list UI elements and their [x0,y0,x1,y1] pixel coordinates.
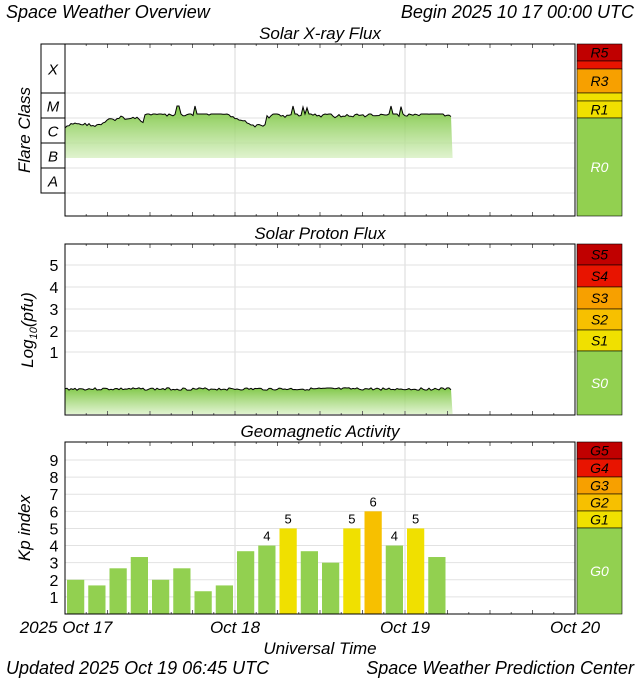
scale-label: S2 [591,312,608,328]
scale-cell [576,92,623,102]
kp-bar [343,528,361,614]
scale-cell [576,117,623,217]
proton-flux-line [64,387,452,391]
scale-cell [576,68,623,94]
kp-bar [215,585,233,614]
plot-frame [64,243,576,416]
scale-label: R0 [591,159,609,175]
kp-ytick: 1 [50,590,59,607]
org-name: Space Weather Prediction Center [366,658,634,678]
scale-label: G0 [590,563,609,579]
kp-bar [364,511,382,614]
xray-flux-line [64,105,452,129]
kp-ytick: 2 [50,573,59,590]
scale-cell [576,350,623,416]
kp-ytick: 3 [50,556,59,573]
xray-ylabel: Flare Class [15,87,34,173]
x-axis-label: Universal Time [263,639,376,658]
kp-bar [194,591,212,614]
scale-label: G5 [590,443,609,459]
kp-bar [258,545,276,614]
kp-bar [300,551,318,614]
proton-ytick: 3 [50,302,59,319]
plot-frame [64,441,576,615]
scale-label: S5 [591,247,608,263]
flare-class-label: C [48,124,59,141]
scale-cell [576,60,623,70]
x-tick-label: 2025 Oct 17 [19,618,113,637]
scale-cell [576,527,623,615]
scale-label: S4 [591,268,608,284]
kp-bar [130,557,148,614]
kp-bar [88,585,106,614]
kp-bar [428,557,446,614]
flare-class-label: B [48,149,58,166]
kp-bar-label: 4 [391,529,398,544]
xray-flux-band [65,106,453,158]
x-tick-label: Oct 18 [210,618,261,637]
kp-bar [67,579,85,614]
kp-bar-label: 6 [370,494,377,509]
kp-ytick: 7 [50,487,59,504]
scale-label: S3 [591,290,608,306]
proton-ytick: 4 [50,280,59,297]
flare-class-box [40,117,66,144]
kp-bar-label: 4 [263,529,270,544]
x-tick-label: Oct 20 [550,618,601,637]
kp-bar-label: 5 [285,511,292,526]
kp-bar [322,562,340,614]
scale-label: S1 [591,333,608,349]
flare-class-label: M [47,99,60,116]
scale-label: R3 [591,73,609,89]
xray-panel-title: Solar X-ray Flux [259,24,381,43]
proton-ytick: 1 [50,345,59,362]
proton-panel-title: Solar Proton Flux [254,224,386,243]
scale-label: G3 [590,478,609,494]
kp-bar [109,568,127,614]
kp-ytick: 4 [50,539,59,556]
kp-bar [173,568,191,614]
begin-timestamp: Begin 2025 10 17 00:00 UTC [400,2,634,22]
kp-ytick: 8 [50,470,59,487]
kp-bar-label: 5 [412,511,419,526]
updated-timestamp: Updated 2025 Oct 19 06:45 UTC [6,658,270,678]
kp-bar [237,551,255,614]
kp-ytick: 5 [50,521,59,538]
flare-class-box [40,43,66,94]
kp-bar-label: 5 [348,511,355,526]
scale-label: G2 [590,495,609,511]
kp-bar [385,545,403,614]
plot-frame [64,43,576,217]
kp-bar [279,528,297,614]
page-title: Space Weather Overview [6,2,210,22]
scale-label: G1 [590,512,609,528]
proton-flux-band [65,387,453,414]
kp-ytick: 9 [50,453,59,470]
scale-label: R5 [591,45,609,61]
proton-ylabel: Log10(pfu) [18,292,40,368]
kp-bar [407,528,425,614]
proton-ytick: 2 [50,324,59,341]
flare-class-label: X [47,62,59,79]
scale-label: S0 [591,375,608,391]
scale-label: G4 [590,460,609,476]
flare-class-label: A [47,174,58,191]
proton-ytick: 5 [50,258,59,275]
scale-label: R1 [591,102,609,118]
kp-ytick: 6 [50,504,59,521]
flare-class-box [40,167,66,194]
geomag-panel-title: Geomagnetic Activity [240,422,400,441]
x-tick-label: Oct 19 [380,618,431,637]
kp-bar [152,579,170,614]
kp-ylabel: Kp index [15,494,34,561]
